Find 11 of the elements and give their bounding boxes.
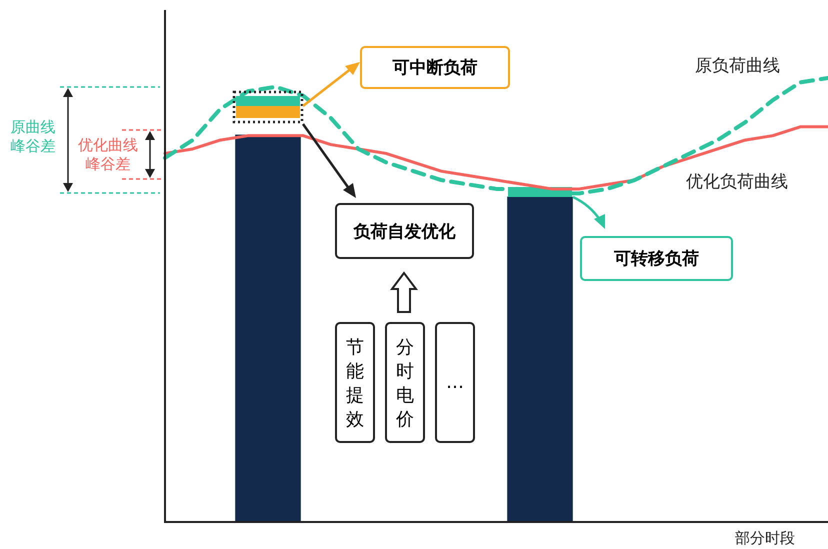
annotation: 优化曲线峰谷差 [77,136,139,174]
annotation: 分时电价 [385,322,425,443]
annotation: 可转移负荷 [580,236,733,281]
annotation: … [435,322,475,443]
annotation: 可中断负荷 [360,46,510,89]
annotation: 节能提效 [335,322,375,443]
series-label: 优化负荷曲线 [686,172,788,194]
x-axis-title: 部分时段 [735,529,795,548]
series-label: 原负荷曲线 [695,56,780,78]
annotation: 负荷自发优化 [335,203,474,259]
text: 原曲线峰谷差 [10,118,56,156]
